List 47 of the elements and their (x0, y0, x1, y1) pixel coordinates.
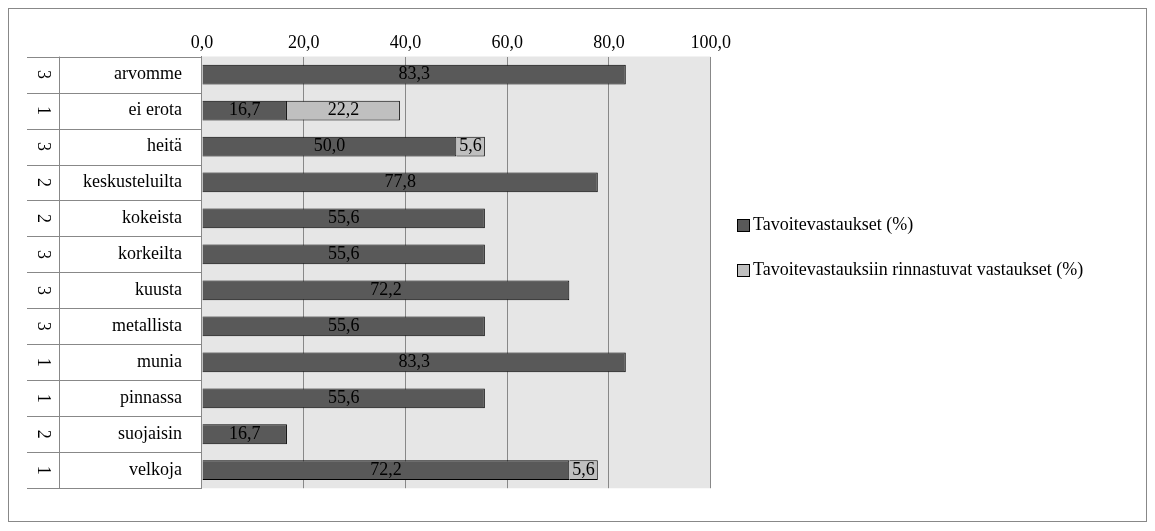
text: 3 (34, 70, 55, 80)
text: 3 (34, 321, 55, 331)
legend-label: Tavoitevastauksiin rinnastuvat vastaukset (%) (753, 259, 1084, 280)
y-tick-label: korkeilta (118, 243, 182, 264)
data-label: 72,2 (370, 279, 402, 300)
text: 3 (34, 249, 55, 259)
data-label: 50,0 (313, 135, 346, 156)
y-tick-label: pinnassa (119, 387, 182, 408)
x-tick-label: 0,0 (190, 31, 214, 52)
x-tick-label: 80,0 (593, 31, 625, 52)
x-tick-label: 20,0 (287, 31, 320, 52)
x-tick-label: 40,0 (389, 31, 422, 52)
y-tick-label: keskusteluilta (83, 171, 182, 192)
y-tick-label: munia (136, 351, 182, 372)
data-label: 5,6 (459, 135, 482, 156)
text: 3 (34, 285, 55, 295)
data-label: 77,8 (384, 171, 416, 192)
y-tick-label: kuusta (134, 279, 182, 300)
data-label: 55,6 (327, 207, 360, 228)
legend-label: Tavoitevastaukset (%) (753, 214, 914, 235)
y-tick-label: ei erota (128, 99, 182, 120)
data-label: 5,6 (572, 458, 595, 479)
y-tick-label: arvomme (114, 63, 182, 84)
text: 2 (34, 213, 55, 223)
text: 2 (34, 177, 55, 187)
data-label: 83,3 (398, 351, 430, 372)
y-tick-label: velkoja (129, 458, 182, 479)
text: 1 (34, 106, 55, 116)
data-label: 55,6 (327, 243, 360, 264)
x-tick-label: 60,0 (491, 31, 523, 52)
data-label: 16,7 (228, 422, 261, 443)
text: 2 (34, 429, 55, 439)
y-tick-label: kokeista (121, 207, 182, 228)
data-label: 55,6 (327, 387, 360, 408)
y-tick-label: heitä (147, 135, 182, 156)
text: 1 (34, 393, 55, 403)
data-label: 16,7 (228, 99, 261, 120)
text: 3 (34, 142, 55, 152)
text: 1 (34, 465, 55, 475)
text: 1 (34, 357, 55, 367)
data-label: 83,3 (398, 63, 430, 84)
x-tick-label: 100,0 (690, 31, 731, 52)
data-label: 72,2 (370, 458, 402, 479)
y-tick-label: suojaisin (117, 422, 182, 443)
data-label: 55,6 (327, 315, 360, 336)
data-label: 22,2 (327, 99, 360, 120)
y-tick-label: metallista (112, 315, 182, 336)
